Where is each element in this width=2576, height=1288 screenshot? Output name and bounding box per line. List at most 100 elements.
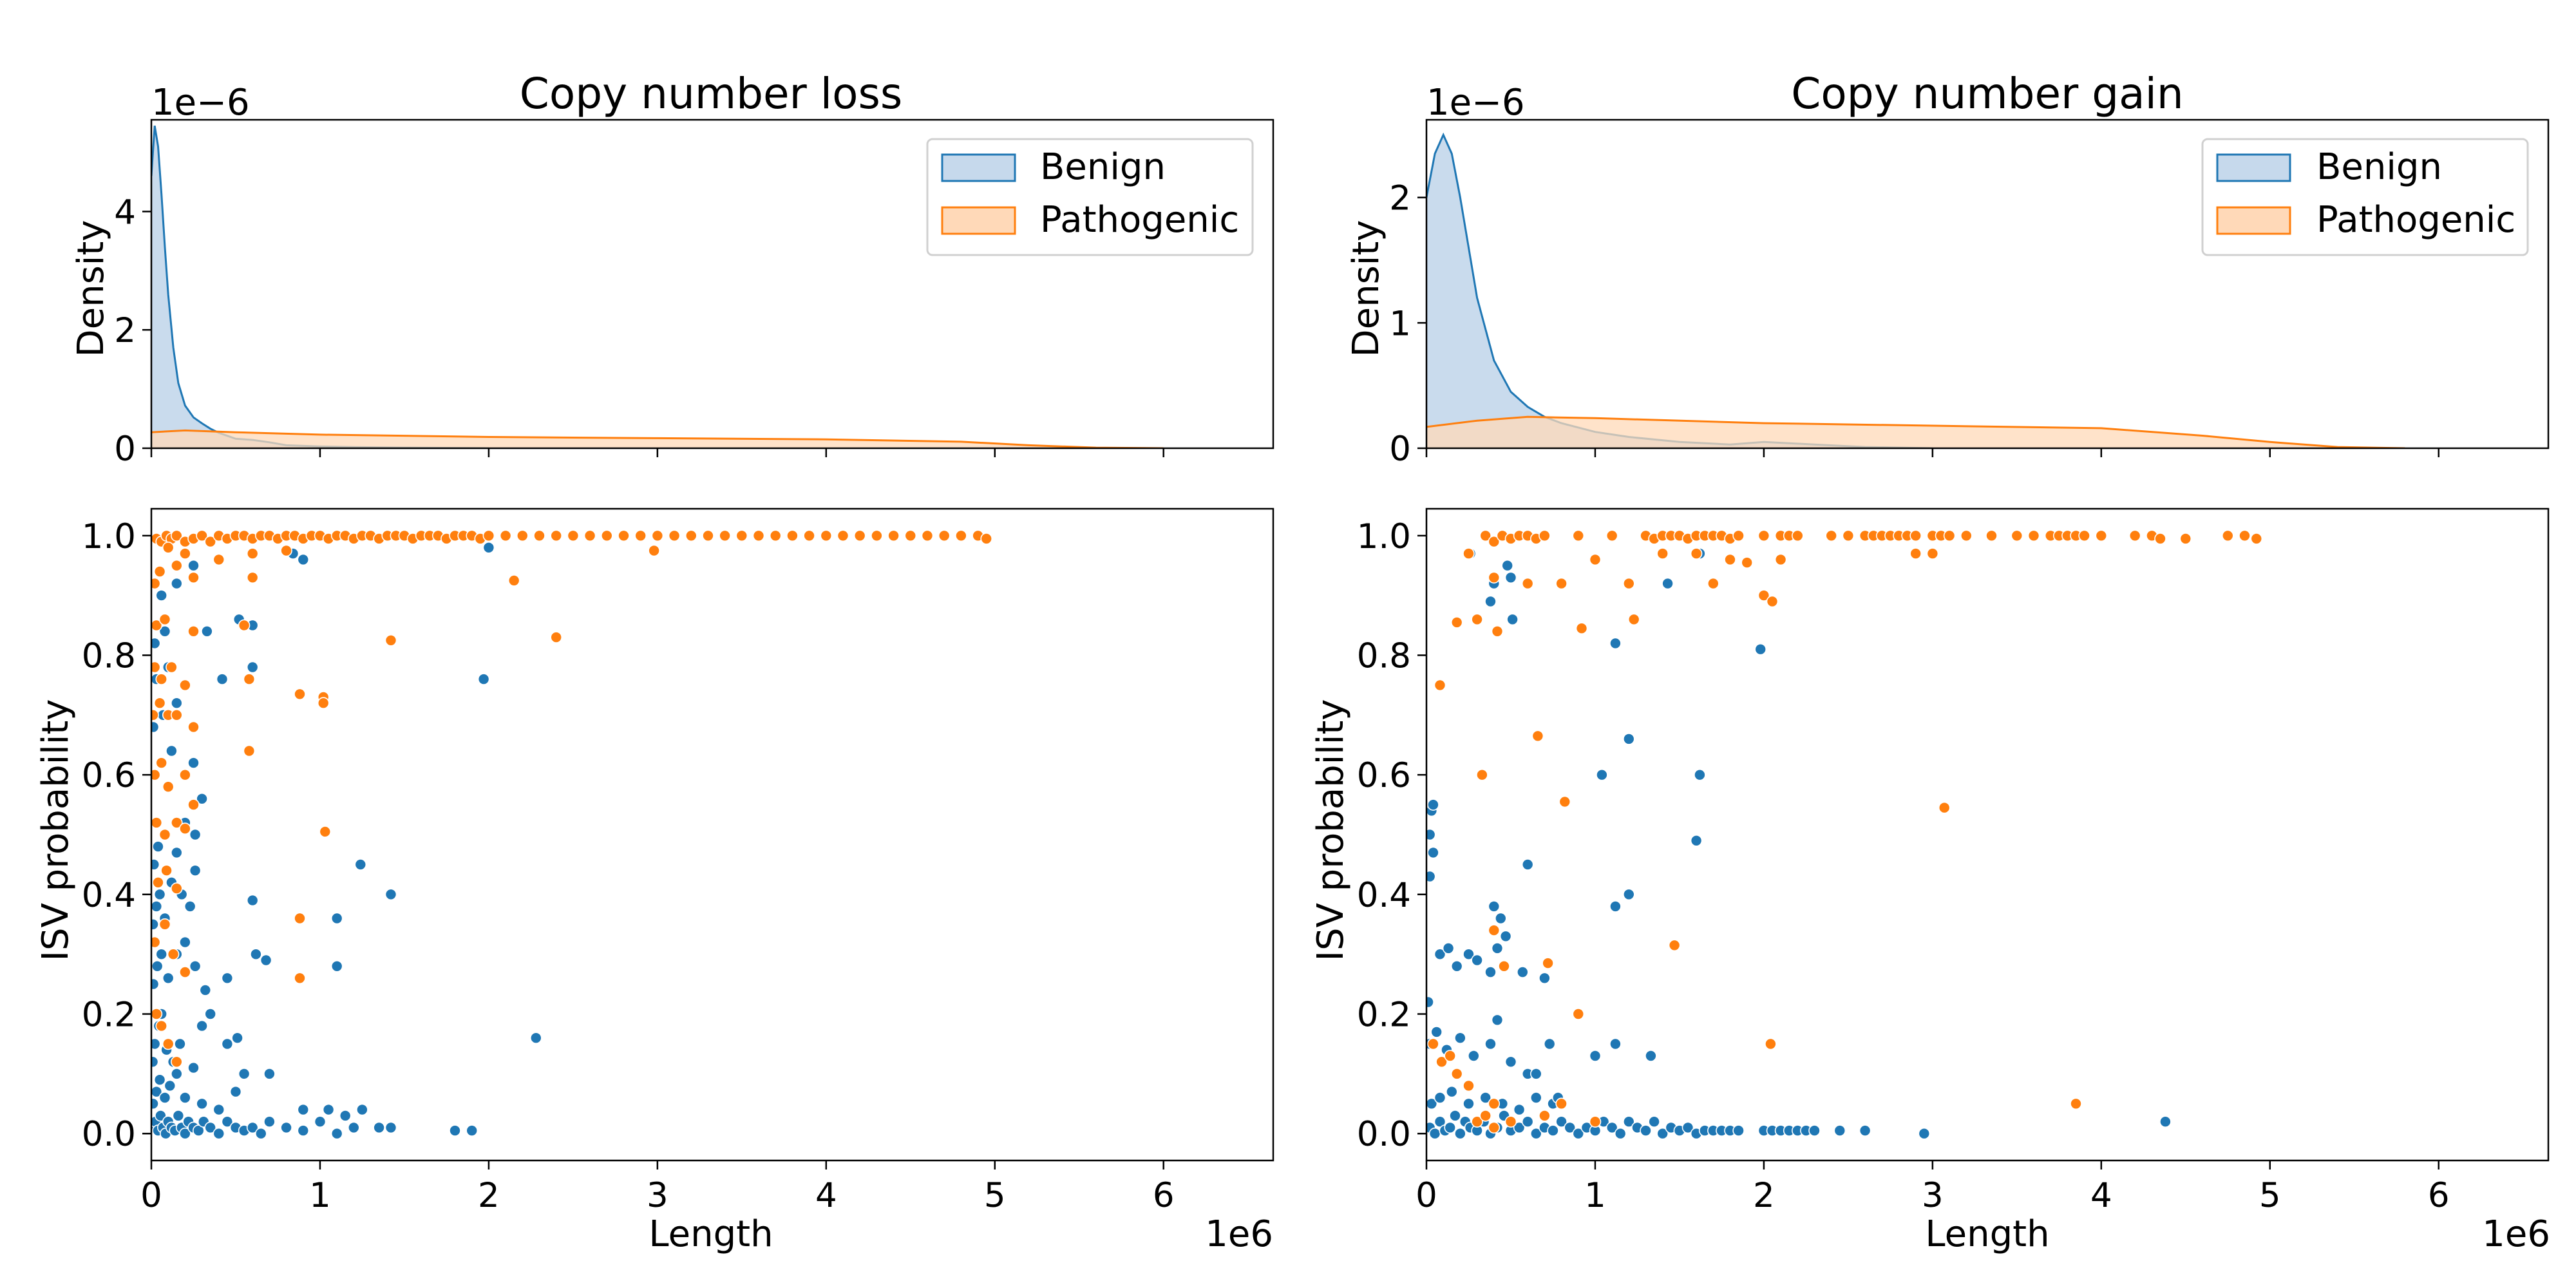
x-tick-label: 6 [2428, 1176, 2450, 1215]
plot-area: 0.0 0.2 0.4 0.6 0.8 1.0 0 1 2 3 4 5 6 [1357, 507, 2550, 1215]
scatter-point [155, 757, 167, 769]
scatter-point [179, 679, 191, 692]
scatter-point [179, 822, 191, 835]
scatter-point [221, 1115, 234, 1128]
x-axis-label: Length [649, 1213, 773, 1255]
plot-marks [151, 529, 992, 1140]
scatter-point [871, 529, 883, 542]
scatter-point [164, 1079, 176, 1092]
scatter-point [297, 1124, 310, 1137]
scatter-point [170, 846, 183, 859]
scatter-point [1623, 1115, 1635, 1128]
scatter-point [1488, 900, 1501, 913]
scatter-point [1589, 553, 1602, 566]
scatter-point [1491, 625, 1504, 638]
scatter-point [634, 529, 647, 542]
scatter-point [1605, 529, 1618, 542]
scatter-point [192, 1124, 205, 1137]
scatter-point [151, 619, 163, 632]
scatter-point [1572, 1127, 1585, 1140]
scatter-point [1938, 801, 1951, 814]
series-pathogenic [1427, 529, 2263, 1134]
offset-text: 1e−6 [151, 82, 250, 124]
scatter-point [1488, 571, 1501, 584]
scatter-point [187, 721, 200, 734]
y-tick-label: 4 [114, 193, 136, 232]
y-axis-label: Density [70, 220, 112, 357]
scatter-point [449, 1124, 461, 1137]
density-area-pathogenic [151, 430, 1164, 448]
scatter-point [1476, 768, 1488, 781]
y-tick-label: 0 [1389, 430, 1411, 469]
scatter-point [246, 1121, 259, 1134]
scatter-point [482, 541, 495, 554]
scatter-point [685, 529, 697, 542]
scatter-point [153, 565, 166, 578]
scatter-point [1484, 966, 1497, 978]
scatter-point [179, 547, 191, 560]
scatter-point [317, 697, 330, 709]
y-tick-label: 0.2 [1357, 996, 1411, 1035]
x-tick-label: 1 [309, 1176, 331, 1215]
x-tick-label: 0 [140, 1176, 162, 1215]
scatter-point [1572, 529, 1585, 542]
scatter-point [1463, 1097, 1475, 1110]
scatter-point [786, 529, 799, 542]
scatter-point [1609, 637, 1622, 650]
scatter-point [330, 1127, 343, 1140]
legend-swatch-benign [2216, 153, 2291, 182]
scatter-point [280, 1121, 292, 1134]
scatter-point [319, 826, 332, 838]
x-tick-label: 5 [2259, 1176, 2281, 1215]
scatter-point [179, 966, 191, 978]
scatter-panel-loss: ISV probability Length 1e6 0.00.20.40.60… [35, 507, 1274, 1255]
scatter-point [1530, 1068, 1542, 1080]
scatter-point [1614, 1127, 1627, 1140]
scatter-point [213, 1103, 225, 1116]
scatter-point [2011, 529, 2023, 542]
chart-title: Copy number loss [520, 69, 902, 118]
scatter-point [162, 1037, 175, 1050]
scatter-point [170, 709, 183, 721]
density-line-pathogenic [1426, 415, 2405, 448]
scatter-point [1741, 556, 1753, 569]
x-axis-label: Length [1925, 1213, 2049, 1255]
scatter-point [651, 529, 664, 542]
scatter-point [151, 721, 160, 734]
scatter-point [1623, 888, 1635, 901]
scatter-point [1504, 1056, 1517, 1068]
scatter-point [243, 673, 256, 685]
scatter-point [477, 673, 490, 685]
scatter-point [280, 544, 292, 557]
scatter-point [550, 529, 563, 542]
scatter-point [184, 900, 196, 913]
scatter-point [1426, 1097, 1438, 1110]
scatter-point [246, 547, 259, 560]
scatter-point [1471, 954, 1483, 967]
scatter-point [1732, 529, 1745, 542]
scatter-point [499, 529, 512, 542]
density-panel-loss: Copy number loss 1e−6 Density 0 2 4 Benign… [70, 69, 1274, 469]
scatter-point [170, 559, 183, 572]
scatter-point [2154, 533, 2166, 545]
scatter-point [170, 817, 183, 829]
scatter-point [1774, 553, 1787, 566]
scatter-point [189, 960, 202, 972]
scatter-point [1513, 1103, 1526, 1116]
scatter-point [196, 1019, 208, 1032]
scatter-point [1754, 643, 1766, 656]
legend-label-pathogenic: Pathogenic [1040, 199, 1239, 241]
scatter-point [347, 1121, 360, 1134]
scatter-point [1765, 1037, 1777, 1050]
y-tick-label: 0.2 [82, 996, 136, 1035]
scatter-point [1690, 547, 1703, 560]
scatter-point [160, 864, 173, 876]
scatter-point [1985, 529, 1998, 542]
scatter-point [151, 817, 163, 829]
scatter-point [567, 529, 580, 542]
scatter-point [155, 673, 167, 685]
scatter-point [1623, 733, 1635, 745]
scatter-point [1555, 1097, 1567, 1110]
axes-frame [150, 507, 1274, 1162]
scatter-point [1491, 1014, 1504, 1027]
